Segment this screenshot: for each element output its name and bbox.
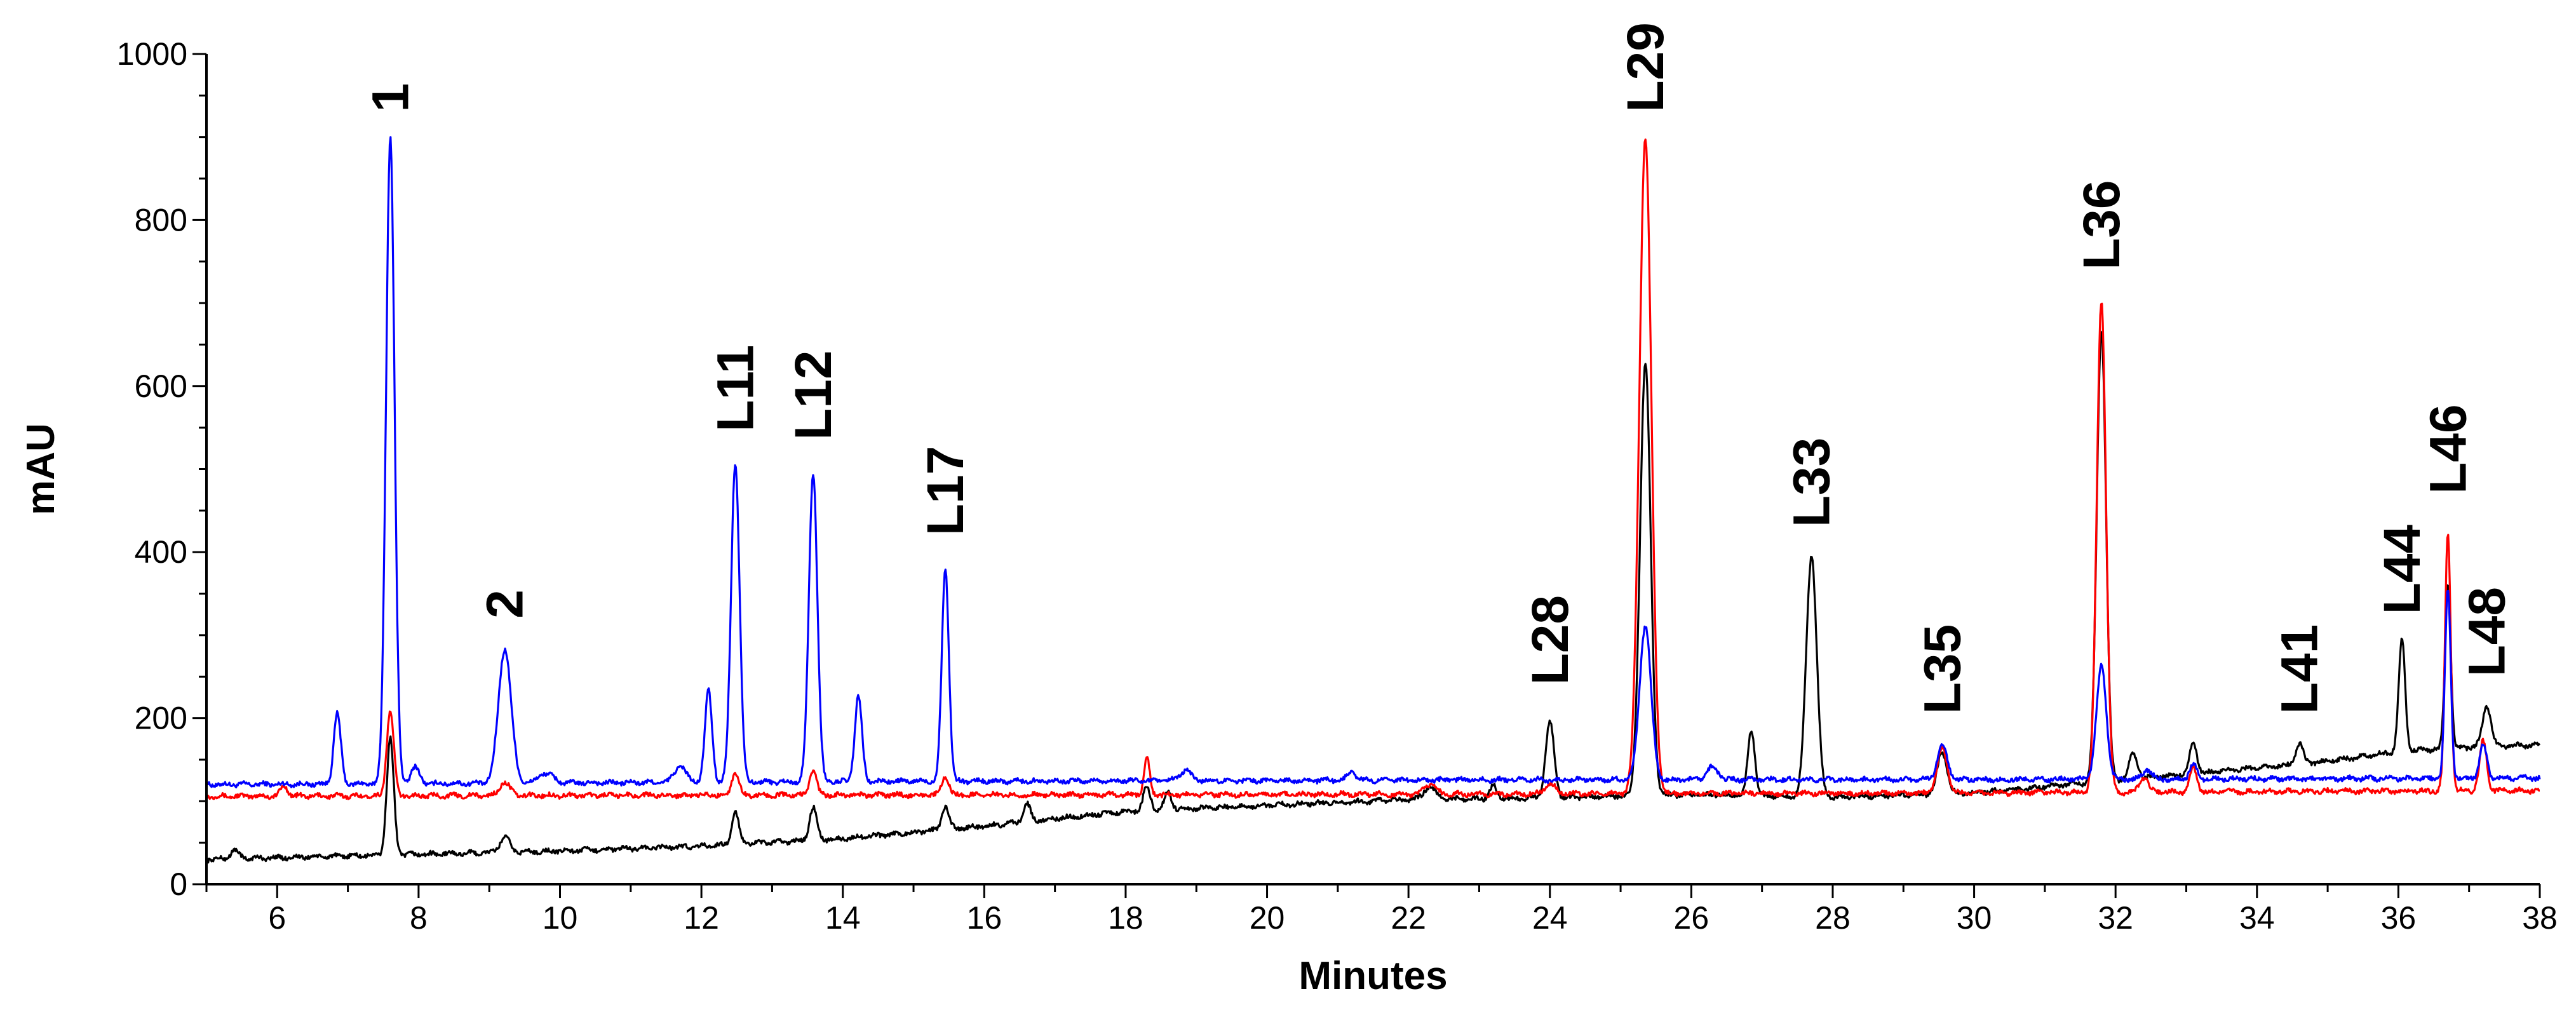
peak-label: L17 (917, 446, 974, 535)
y-tick-label: 600 (135, 368, 187, 404)
x-tick-label: 16 (967, 900, 1002, 936)
peak-label: L44 (2373, 525, 2431, 615)
x-tick-label: 8 (410, 900, 428, 936)
peak-label: L46 (2419, 404, 2477, 494)
peak-label: L33 (1783, 438, 1841, 527)
x-tick-label: 12 (684, 900, 719, 936)
peak-label: L12 (785, 350, 842, 440)
x-tick-label: 32 (2098, 900, 2133, 936)
x-tick-label: 26 (1674, 900, 1709, 936)
trace-line-2 (206, 138, 2540, 800)
peak-label: 2 (476, 589, 534, 619)
peak-label: L41 (2271, 624, 2329, 714)
x-tick-label: 28 (1815, 900, 1851, 936)
x-tick-label: 6 (268, 900, 286, 936)
y-tick-label: 200 (135, 701, 187, 736)
x-axis-ticks: 6 8 10 12 14 16 18 20 22 24 26 28 30 32 34 36 38 (205, 884, 2558, 936)
peak-label: L28 (1521, 595, 1579, 685)
axes: 6 8 10 12 14 16 18 20 22 24 26 28 30 32 34 36 38 0200400… (117, 36, 2558, 936)
peak-label: 1 (361, 83, 419, 112)
x-tick-label: 10 (543, 900, 578, 936)
peak-label: L36 (2073, 180, 2131, 269)
x-tick-label: 30 (1957, 900, 1992, 936)
peak-label: L11 (707, 345, 765, 432)
x-tick-label: 38 (2522, 900, 2558, 936)
peak-label: L48 (2458, 587, 2516, 677)
y-axis-title: mAU (19, 423, 63, 515)
trace-line-1 (205, 136, 2541, 789)
y-axis-ticks: 0 200 400 600 800 1000 (117, 36, 206, 902)
y-tick-label: 800 (135, 202, 187, 238)
x-tick-label: 36 (2381, 900, 2417, 936)
trace-line-3 (205, 330, 2541, 864)
x-axis-title: Minutes (1298, 954, 1447, 998)
x-tick-label: 24 (1532, 900, 1568, 936)
peak-label: L29 (1617, 22, 1675, 112)
x-tick-label: 14 (825, 900, 861, 936)
peak-label: L35 (1914, 624, 1972, 714)
y-tick-label: 0 (170, 866, 187, 902)
peak-annotations: 1 2 L11 L12 L17 L28 L29 L33 L35 L36 L41 L44 L46 L48 (361, 22, 2516, 714)
chromatogram-traces (205, 136, 2541, 864)
x-tick-label: 34 (2239, 900, 2275, 936)
x-tick-label: 18 (1108, 900, 1143, 936)
x-tick-label: 20 (1250, 900, 1285, 936)
y-tick-label: 400 (135, 534, 187, 570)
y-tick-label: 1000 (117, 36, 187, 72)
x-tick-label: 22 (1391, 900, 1426, 936)
